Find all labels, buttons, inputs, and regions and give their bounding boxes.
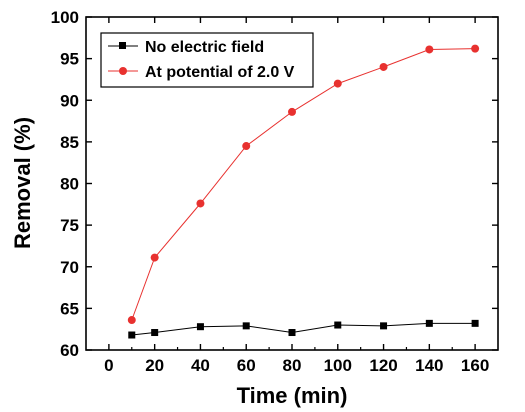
y-tick-label: 95 — [60, 50, 79, 69]
x-axis-ticks: 0 20 40 60 80 100 120 140 160 — [104, 17, 489, 375]
data-point-series-1 — [425, 45, 434, 54]
data-point-series-0 — [196, 323, 204, 331]
series-line-0 — [131, 322, 476, 336]
data-point-series-0 — [380, 322, 388, 330]
data-point-series-1 — [471, 44, 480, 53]
x-tick-label: 160 — [461, 356, 489, 375]
series-line-1 — [131, 48, 476, 321]
y-tick-label: 80 — [60, 175, 79, 194]
y-tick-label: 70 — [60, 258, 79, 277]
data-point-series-0 — [334, 321, 342, 329]
y-axis-title: Removal (%) — [10, 117, 35, 249]
y-tick-label: 90 — [60, 91, 79, 110]
data-point-series-1 — [127, 316, 136, 325]
plot-area: 60 65 70 75 80 85 90 95 100 0 20 40 60 80 100 120 140 16… — [51, 8, 499, 375]
y-tick-label: 65 — [60, 299, 79, 318]
x-tick-label: 120 — [369, 356, 397, 375]
data-point-series-0 — [128, 331, 136, 339]
data-point-series-0 — [242, 322, 250, 330]
x-tick-label: 80 — [283, 356, 302, 375]
data-point-series-1 — [333, 79, 342, 88]
legend-marker-circle — [119, 67, 127, 75]
y-tick-label: 75 — [60, 216, 79, 235]
series-layer — [127, 44, 480, 339]
x-tick-label: 40 — [191, 356, 210, 375]
data-point-series-1 — [196, 199, 205, 208]
data-point-series-0 — [471, 319, 479, 327]
x-tick-label: 20 — [145, 356, 164, 375]
data-point-series-1 — [379, 62, 388, 71]
x-tick-label: 0 — [104, 356, 113, 375]
legend: No electric field At potential of 2.0 V — [100, 32, 314, 88]
y-tick-label: 85 — [60, 133, 79, 152]
data-point-series-0 — [425, 319, 433, 327]
y-axis-ticks: 60 65 70 75 80 85 90 95 100 — [51, 8, 498, 360]
data-point-series-1 — [150, 253, 159, 262]
legend-label-no-field: No electric field — [145, 39, 264, 56]
y-tick-label: 100 — [51, 8, 79, 27]
x-tick-label: 140 — [415, 356, 443, 375]
data-point-series-1 — [242, 142, 251, 151]
data-point-series-1 — [288, 107, 296, 116]
y-tick-label: 60 — [60, 341, 79, 360]
data-point-series-0 — [288, 329, 296, 337]
x-axis-title: Time (min) — [237, 383, 348, 408]
legend-box — [100, 32, 314, 88]
x-tick-label: 60 — [237, 356, 256, 375]
legend-label-potential: At potential of 2.0 V — [145, 64, 295, 81]
legend-marker-square — [119, 42, 126, 49]
data-point-series-0 — [151, 329, 159, 337]
x-tick-label: 100 — [324, 356, 352, 375]
